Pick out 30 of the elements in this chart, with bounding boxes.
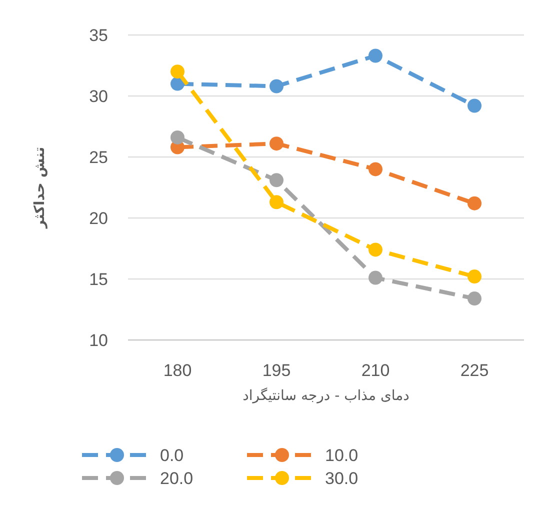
legend-label: 0.0 [160, 446, 184, 465]
legend-label: 10.0 [325, 446, 358, 465]
point [270, 79, 284, 94]
x-tick-label: 180 [163, 361, 192, 380]
point [270, 173, 284, 188]
point [270, 136, 284, 151]
point [468, 270, 482, 284]
x-axis-title: دمای مذاب - درجه سانتیگراد [242, 387, 410, 404]
y-tick-label: 15 [89, 270, 108, 289]
point [368, 242, 382, 257]
x-tick-label: 210 [361, 361, 390, 380]
y-tick-label: 20 [89, 209, 108, 228]
legend-label: 30.0 [325, 469, 358, 488]
x-tick-label: 195 [262, 361, 291, 380]
legend-label: 20.0 [160, 469, 194, 488]
y-tick-label: 35 [89, 26, 108, 45]
point [170, 64, 184, 79]
y-tick-label: 10 [89, 331, 108, 350]
y-axis-title: تنش حداکثر [32, 146, 48, 230]
y-tick-label: 25 [89, 148, 108, 167]
x-tick-label: 225 [460, 361, 489, 380]
y-tick-label: 30 [89, 87, 108, 106]
point [368, 162, 382, 176]
point [368, 270, 382, 285]
point [468, 98, 482, 113]
point [468, 196, 482, 210]
point [468, 292, 482, 306]
point [368, 48, 382, 63]
point [270, 195, 284, 210]
point [170, 130, 184, 144]
